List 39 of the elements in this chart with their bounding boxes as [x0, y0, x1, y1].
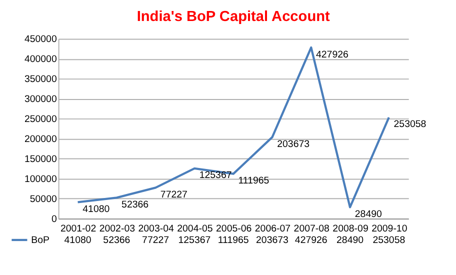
data-label: 253058: [372, 234, 406, 246]
x-tick-label: 2002-03: [99, 224, 135, 235]
x-tick-label: 2004-05: [177, 224, 213, 235]
annotation: 111965: [238, 176, 270, 187]
data-label: 41080: [64, 234, 92, 246]
y-tick-label: 400000: [24, 54, 58, 66]
chart-title: India's BoP Capital Account: [136, 9, 330, 26]
annotation: 125367: [199, 170, 232, 182]
x-tick-label: 2009-10: [372, 224, 408, 235]
data-label: 111965: [218, 234, 249, 246]
x-tick-label: 2001-02: [60, 224, 96, 235]
y-tick-label: 0: [51, 214, 58, 225]
legend-label: BoP: [31, 234, 50, 246]
y-tick-label: 250000: [24, 114, 58, 126]
x-tick-label: 2006-07: [254, 224, 291, 235]
y-tick-label: 350000: [24, 74, 58, 86]
annotation: 203673: [277, 138, 310, 150]
x-tick-label: 2007-08: [294, 224, 330, 235]
y-tick-label: 100000: [24, 174, 58, 186]
y-tick-label: 200000: [24, 134, 58, 146]
data-label: 125367: [178, 234, 211, 246]
data-label: 427926: [294, 234, 328, 246]
data-label: 28490: [336, 234, 364, 246]
y-tick-label: 450000: [24, 34, 58, 46]
x-tick-label: 2005-06: [216, 224, 252, 235]
x-tick-label: 2003-04: [138, 224, 174, 235]
annotation: 52366: [122, 199, 149, 210]
data-label: 77227: [142, 234, 170, 246]
annotation: 41080: [82, 204, 110, 215]
data-label: 52366: [103, 234, 130, 246]
y-tick-label: 150000: [24, 154, 58, 166]
annotation: 427926: [316, 49, 348, 60]
annotation: 253058: [394, 119, 426, 130]
annotation: 77227: [160, 189, 188, 200]
annotation: 28490: [354, 208, 383, 220]
y-tick-label: 300000: [24, 94, 58, 106]
y-tick-label: 50000: [30, 194, 58, 206]
x-tick-label: 2008-09: [332, 224, 368, 235]
data-label: 203673: [256, 234, 288, 246]
